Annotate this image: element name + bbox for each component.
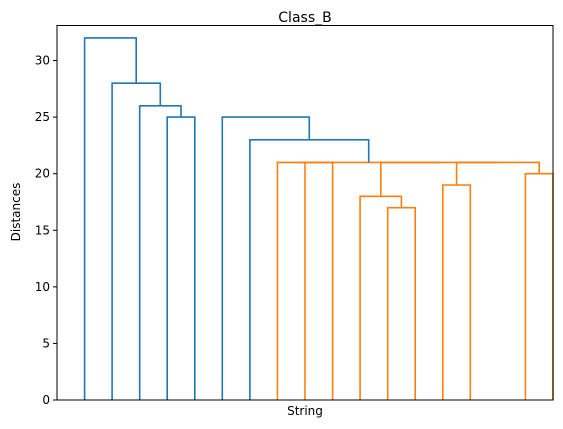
- y-tick-label: 0: [42, 393, 50, 407]
- dendrogram-link-6: [455, 161, 541, 185]
- dendrogram-link-13: [111, 82, 162, 400]
- dendrogram-link-14: [83, 37, 137, 400]
- plot-frame: [56, 25, 554, 401]
- y-tick-label: 5: [42, 336, 50, 350]
- dendrogram-link-9: [249, 139, 370, 400]
- dendrogram-link-5: [276, 161, 319, 400]
- y-tick-label: 10: [35, 280, 50, 294]
- y-axis-label: Distances: [9, 183, 23, 242]
- dendrogram-link-4: [304, 161, 334, 400]
- y-tick-label: 15: [35, 223, 50, 237]
- x-axis-label: String: [287, 404, 323, 418]
- dendrogram-link-10: [221, 116, 311, 400]
- dendrogram-link-7: [379, 161, 498, 197]
- chart-title: Class_B: [278, 10, 331, 26]
- dendrogram-link-1: [359, 195, 403, 400]
- dendrogram-link-0: [386, 206, 417, 400]
- dendrogram-link-3: [524, 172, 554, 400]
- dendrogram-link-11: [166, 116, 196, 400]
- dendrogram-links: [83, 37, 554, 400]
- dendrogram-link-12: [138, 105, 182, 400]
- y-tick-label: 25: [35, 110, 50, 124]
- y-axis-ticks: 0 5 10 15 20 25 30: [35, 54, 57, 407]
- y-tick-label: 30: [35, 54, 50, 68]
- dendrogram-link-2: [441, 184, 472, 400]
- y-tick-label: 20: [35, 167, 50, 181]
